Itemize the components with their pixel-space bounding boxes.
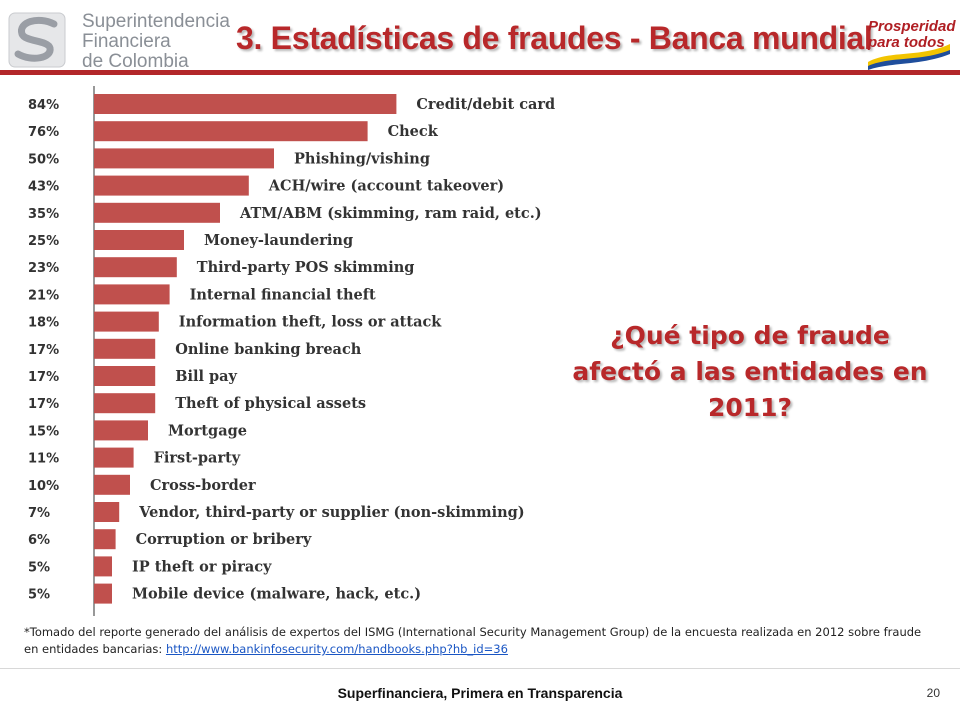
bar-category-label: Mortgage [168, 422, 247, 439]
bar-value-label: 17% [28, 397, 59, 412]
bar-value-label: 10% [28, 479, 59, 494]
footer-divider [0, 668, 960, 669]
header-divider [0, 70, 960, 75]
bar [94, 94, 397, 114]
bar-category-label: ATM/ABM (skimming, ram raid, etc.) [239, 205, 542, 222]
bar-value-label: 5% [28, 560, 50, 575]
bar-value-label: 21% [28, 288, 59, 303]
logo-right-line-1: Prosperidad [868, 18, 956, 35]
bar-value-label: 15% [28, 424, 59, 439]
bar-value-label: 11% [28, 452, 59, 467]
question-text: ¿Qué tipo de fraude afectó a las entidad… [572, 321, 928, 422]
footer-text: Superfinanciera, Primera en Transparenci… [337, 685, 623, 701]
bar-category-label: Money-laundering [204, 232, 353, 249]
bar-category-label: Information theft, loss or attack [179, 314, 443, 331]
footnote-text: *Tomado del reporte generado del análisi… [24, 625, 922, 656]
bar-category-label: Online banking breach [175, 341, 362, 358]
bar-value-label: 18% [28, 316, 59, 331]
bar-value-label: 17% [28, 370, 59, 385]
bar [94, 121, 368, 142]
bar-category-label: First-party [154, 450, 241, 467]
bar [94, 447, 134, 468]
bar-category-label: ACH/wire (account takeover) [268, 178, 504, 195]
bar [94, 583, 112, 604]
logo-line-1: Superintendencia [82, 11, 230, 32]
chart-svg: 84% Credit/debit card 76% Check 50% Phishing/… [28, 86, 555, 616]
bar [94, 474, 130, 495]
slide-header: Superintendencia Financiera de Colombia … [0, 0, 960, 78]
bar-category-label: Vendor, third-party or supplier (non-ski… [138, 504, 524, 521]
bar-category-label: IP theft or piracy [132, 558, 272, 575]
bar-category-label: Phishing/vishing [294, 150, 430, 167]
bar-category-label: Check [388, 123, 439, 140]
bar-value-label: 5% [28, 588, 50, 603]
bar-value-label: 6% [28, 533, 50, 548]
prosperidad-logo: Prosperidad para todos [860, 14, 956, 70]
bar [94, 420, 148, 441]
logo-line-2: Financiera [82, 31, 171, 52]
bar-category-label: Internal financial theft [190, 286, 376, 303]
footnote-link[interactable]: http://www.bankinfosecurity.com/handbook… [165, 642, 508, 656]
prosperidad-logo-icon [868, 44, 950, 70]
bar [94, 338, 156, 359]
bar-value-label: 7% [28, 506, 50, 521]
bar-value-label: 43% [28, 180, 59, 195]
bar-category-label: Mobile device (malware, hack, etc.) [132, 586, 421, 603]
bar-category-label: Bill pay [175, 368, 237, 385]
bar-value-label: 17% [28, 343, 59, 358]
fraud-types-bar-chart: 84% Credit/debit card 76% Check 50% Phishing/… [22, 86, 562, 616]
bar [94, 393, 156, 414]
bar [94, 284, 170, 305]
bar-value-label: 35% [28, 207, 59, 222]
bar-value-label: 50% [28, 152, 59, 167]
superintendencia-logo-icon [8, 12, 66, 68]
bar [94, 148, 274, 169]
bar [94, 529, 116, 550]
bar [94, 175, 249, 196]
bar [94, 502, 120, 522]
bar-value-label: 76% [28, 125, 59, 140]
bar [94, 230, 184, 250]
bar-category-label: Corruption or bribery [136, 531, 312, 548]
logo-right-line-2: para todos [868, 34, 945, 51]
slide-title: 3. Estadísticas de fraudes - Banca mundi… [236, 20, 873, 56]
bar-category-label: Credit/debit card [416, 96, 555, 113]
bar-category-label: Theft of physical assets [175, 395, 366, 412]
bar [94, 257, 177, 278]
bar [94, 366, 156, 386]
bar-category-label: Cross-border [150, 477, 256, 494]
bar [94, 311, 159, 332]
bar-value-label: 84% [28, 98, 59, 113]
bar [94, 202, 220, 223]
bar-value-label: 23% [28, 261, 59, 276]
superintendencia-logo: Superintendencia Financiera de Colombia [8, 10, 230, 72]
page-number: 20 [926, 686, 940, 700]
logo-line-3: de Colombia [82, 51, 189, 72]
footnote: *Tomado del reporte generado del análisi… [24, 624, 924, 658]
bar-value-label: 25% [28, 234, 59, 249]
bar-category-label: Third-party POS skimming [197, 259, 415, 276]
bar [94, 556, 112, 577]
